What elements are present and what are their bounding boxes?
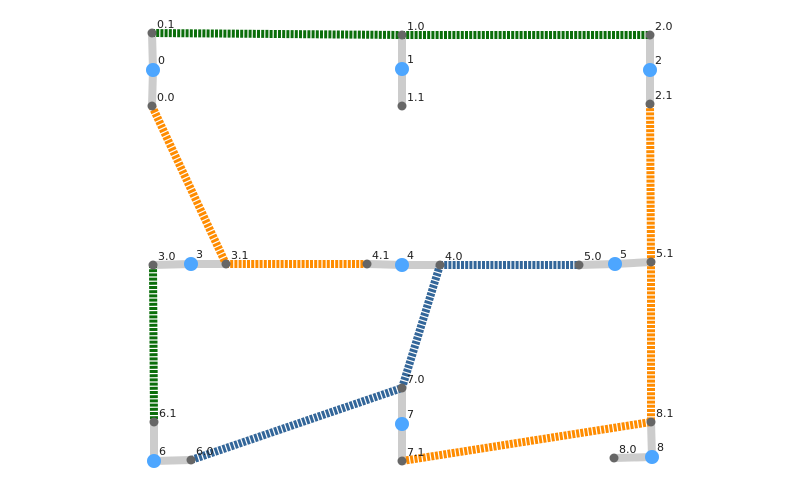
node-label-5: 5 — [620, 248, 627, 261]
port-2.0[interactable] — [645, 30, 655, 40]
port-7.0[interactable] — [397, 383, 407, 393]
port-label-1.1: 1.1 — [407, 91, 425, 104]
port-1.1[interactable] — [397, 101, 407, 111]
port-label-5.1: 5.1 — [656, 247, 674, 260]
link-0.0-3.1[interactable] — [148, 104, 230, 266]
node-6[interactable] — [147, 454, 161, 468]
link-layer — [148, 29, 655, 465]
node-3[interactable] — [184, 257, 198, 271]
port-label-3.0: 3.0 — [158, 250, 176, 263]
node-0[interactable] — [146, 63, 160, 77]
port-label-0.0: 0.0 — [157, 91, 175, 104]
port-8.0[interactable] — [609, 453, 619, 463]
port-label-5.0: 5.0 — [584, 250, 602, 263]
port-4.0[interactable] — [435, 260, 445, 270]
port-1.0[interactable] — [397, 30, 407, 40]
port-2.1[interactable] — [645, 99, 655, 109]
node-label-6: 6 — [159, 445, 166, 458]
link-2.1-5.1[interactable] — [646, 103, 655, 263]
port-label-1.0: 1.0 — [407, 20, 425, 33]
port-label-2.0: 2.0 — [655, 20, 673, 33]
port-label-6.0: 6.0 — [196, 445, 214, 458]
stub-layer — [148, 29, 656, 465]
node-layer — [146, 62, 659, 468]
port-8.1[interactable] — [646, 417, 656, 427]
port-label-7.0: 7.0 — [407, 373, 425, 386]
port-0.1[interactable] — [147, 28, 157, 38]
port-0.0[interactable] — [147, 101, 157, 111]
port-label-8.1: 8.1 — [656, 407, 674, 420]
port-label-3.1: 3.1 — [231, 249, 249, 262]
port-5.0[interactable] — [574, 260, 584, 270]
link-0.1-1.0[interactable] — [151, 29, 403, 39]
node-7[interactable] — [395, 417, 409, 431]
node-label-3: 3 — [196, 248, 203, 261]
node-label-4: 4 — [407, 249, 414, 262]
port-6.0[interactable] — [186, 455, 196, 465]
port-label-6.1: 6.1 — [159, 407, 177, 420]
port-label-4.1: 4.1 — [372, 249, 390, 262]
port-3.1[interactable] — [221, 259, 231, 269]
port-5.1[interactable] — [646, 257, 656, 267]
node-5[interactable] — [608, 257, 622, 271]
node-label-2: 2 — [655, 54, 662, 67]
link-6.0-7.0[interactable] — [189, 384, 404, 464]
node-label-1: 1 — [407, 53, 414, 66]
port-7.1[interactable] — [397, 456, 407, 466]
port-layer — [147, 28, 656, 466]
port-label-2.1: 2.1 — [655, 89, 673, 102]
port-4.1[interactable] — [362, 259, 372, 269]
port-6.1[interactable] — [149, 417, 159, 427]
port-label-0.1: 0.1 — [157, 18, 175, 31]
port-3.0[interactable] — [148, 260, 158, 270]
port-label-4.0: 4.0 — [445, 250, 463, 263]
node-label-7: 7 — [407, 408, 414, 421]
node-4[interactable] — [395, 258, 409, 272]
node-label-8: 8 — [657, 441, 664, 454]
port-label-7.1: 7.1 — [407, 446, 425, 459]
node-1[interactable] — [395, 62, 409, 76]
link-3.0-6.1[interactable] — [149, 264, 158, 423]
link-7.1-8.1[interactable] — [401, 418, 652, 465]
link-4.0-7.0[interactable] — [398, 263, 444, 390]
node-2[interactable] — [643, 63, 657, 77]
label-layer: 0.0 0.1 1.0 1.1 2.0 2.1 3.0 3.1 4.0 4.1 5.0 5.1 6.0 6… — [157, 18, 674, 459]
node-8[interactable] — [645, 450, 659, 464]
port-label-8.0: 8.0 — [619, 443, 637, 456]
node-label-0: 0 — [158, 54, 165, 67]
